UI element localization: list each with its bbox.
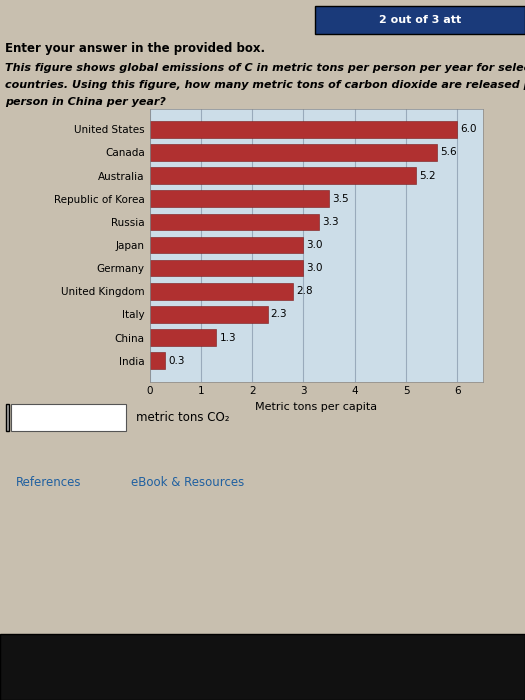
- Text: 3.3: 3.3: [322, 217, 339, 227]
- FancyBboxPatch shape: [0, 634, 525, 700]
- Bar: [150, 352, 165, 369]
- Text: Enter your answer in the provided box.: Enter your answer in the provided box.: [5, 42, 265, 55]
- Text: 0.3: 0.3: [168, 356, 185, 366]
- Text: 3.5: 3.5: [332, 194, 349, 204]
- Bar: [150, 306, 268, 323]
- Text: This figure shows global emissions of C in metric tons per person per year for s: This figure shows global emissions of C …: [5, 63, 525, 73]
- Bar: [150, 190, 329, 207]
- Text: 5.2: 5.2: [419, 171, 436, 181]
- Bar: [150, 237, 303, 253]
- Text: 2 out of 3 att: 2 out of 3 att: [379, 15, 461, 24]
- Text: ask me anything: ask me anything: [26, 662, 108, 672]
- Bar: [150, 214, 319, 230]
- Text: References: References: [16, 476, 81, 489]
- Bar: [150, 144, 437, 161]
- Text: countries. Using this figure, how many metric tons of carbon dioxide are release: countries. Using this figure, how many m…: [5, 80, 525, 90]
- Text: 1.3: 1.3: [219, 332, 236, 342]
- Text: 2.8: 2.8: [296, 286, 313, 296]
- Text: 5.6: 5.6: [440, 148, 457, 158]
- FancyBboxPatch shape: [10, 404, 126, 430]
- Text: 3.0: 3.0: [307, 263, 323, 273]
- Text: metric tons CO₂: metric tons CO₂: [136, 411, 230, 424]
- Text: eBook & Resources: eBook & Resources: [131, 476, 245, 489]
- Text: 6.0: 6.0: [460, 124, 477, 134]
- Text: person in China per year?: person in China per year?: [5, 97, 166, 106]
- Text: 2.3: 2.3: [271, 309, 287, 319]
- X-axis label: Metric tons per capita: Metric tons per capita: [255, 402, 377, 412]
- Text: 3.0: 3.0: [307, 240, 323, 250]
- FancyBboxPatch shape: [6, 404, 9, 430]
- Bar: [150, 121, 457, 138]
- Bar: [150, 167, 416, 184]
- FancyBboxPatch shape: [315, 6, 525, 34]
- Bar: [150, 329, 216, 346]
- Bar: [150, 283, 293, 300]
- Bar: [150, 260, 303, 276]
